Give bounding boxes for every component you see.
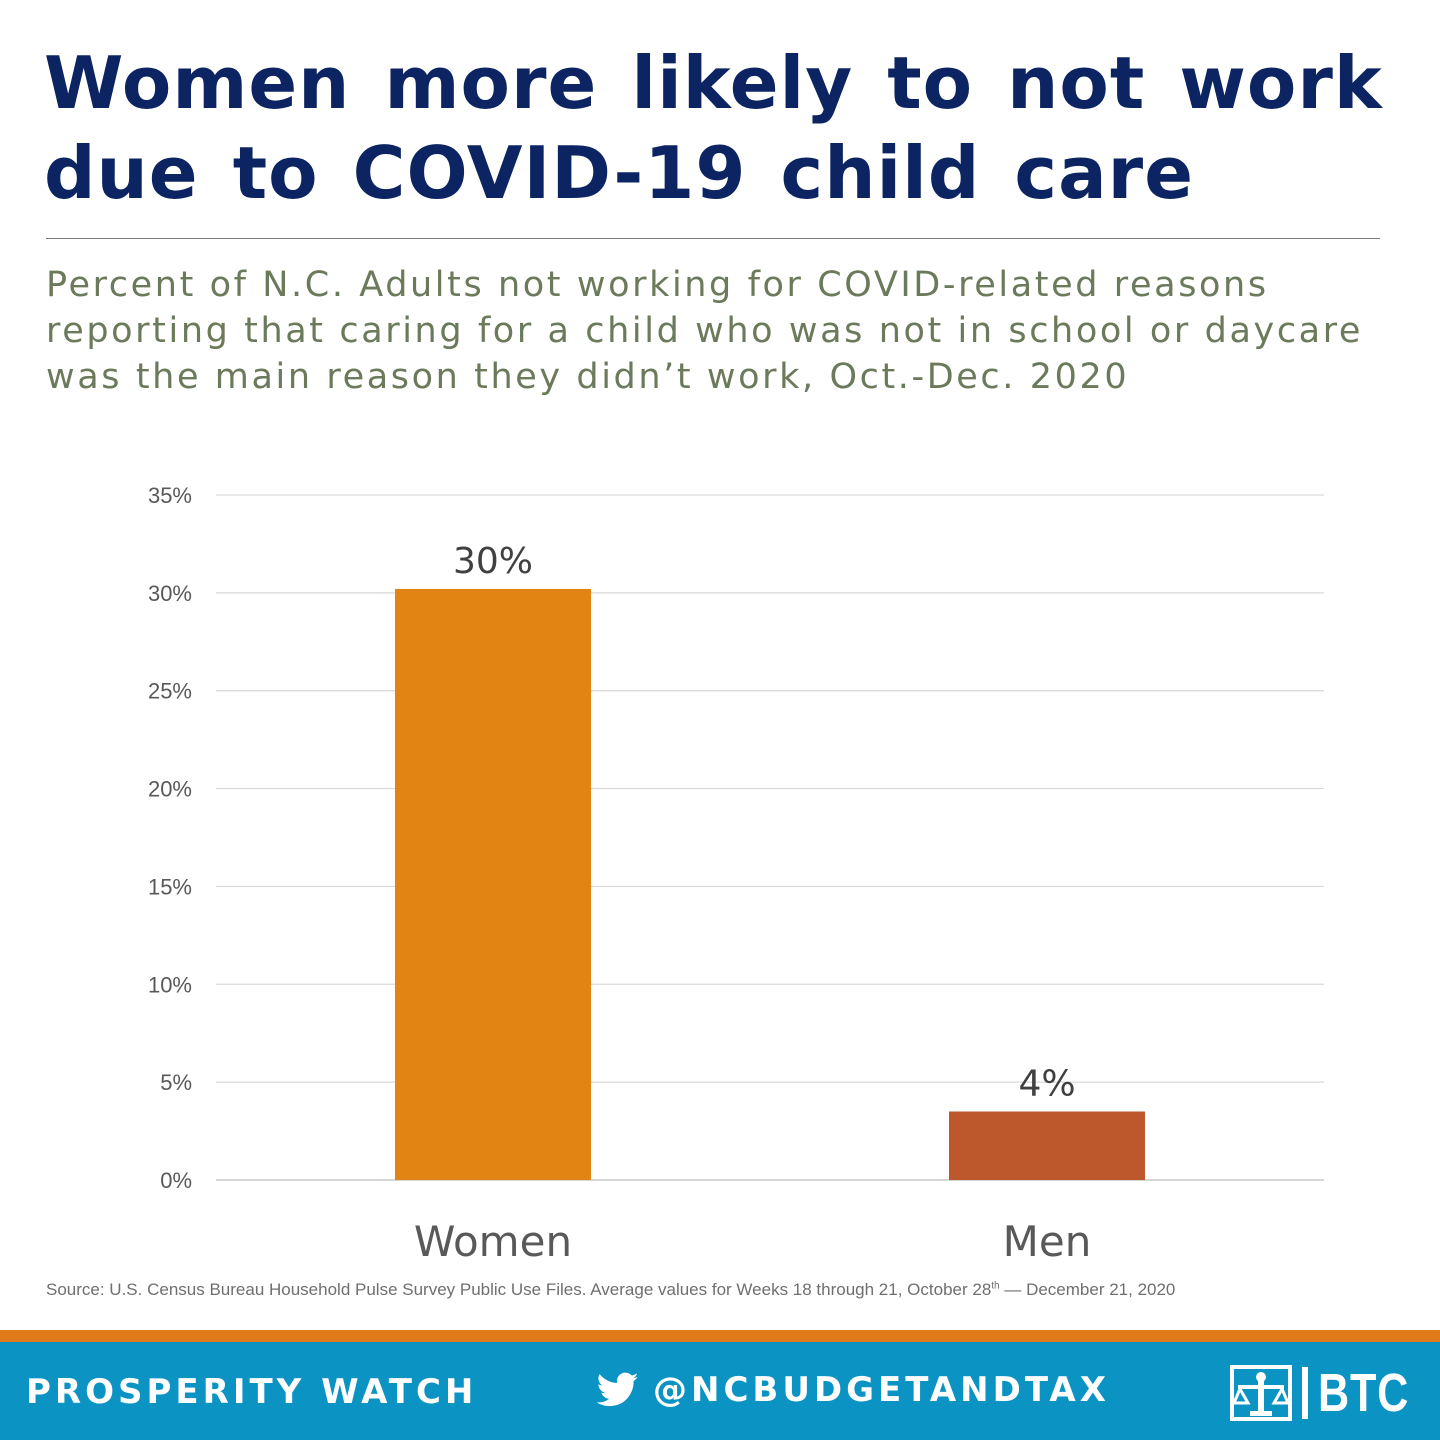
gridlines: [216, 494, 1324, 1181]
bars: [395, 588, 1145, 1180]
y-tick-label: 10%: [148, 972, 192, 997]
y-tick-label: 0%: [160, 1168, 192, 1193]
y-axis-tick-labels: 0% 5% 10% 15% 20% 25% 30% 35%: [148, 483, 192, 1193]
chart-title: Women more likely to not work due to COV…: [44, 41, 1383, 215]
source-superscript: th: [991, 1280, 1000, 1292]
source-note: Source: U.S. Census Bureau Household Pul…: [46, 1280, 1416, 1300]
logo-text: BTC: [1318, 1363, 1410, 1423]
footer-accent-stripe: [0, 1330, 1440, 1342]
y-tick-label: 20%: [148, 777, 192, 802]
bar-chart: 0% 5% 10% 15% 20% 25% 30% 35% 30% 4% Women Men: [148, 483, 1324, 1266]
y-tick-label: 5%: [160, 1070, 192, 1095]
bar-men: [949, 1111, 1145, 1180]
scales-of-justice-icon: [1230, 1365, 1292, 1421]
x-axis-category-labels: Women Men: [414, 1217, 1091, 1266]
y-tick-label: 15%: [148, 874, 192, 899]
data-label: 4%: [1018, 1064, 1075, 1105]
twitter-handle[interactable]: @NCBUDGETANDTAX: [597, 1370, 1110, 1410]
twitter-handle-text: @NCBUDGETANDTAX: [653, 1370, 1110, 1410]
btc-logo: BTC: [1230, 1362, 1432, 1424]
data-label: 30%: [453, 541, 533, 582]
y-tick-label: 35%: [148, 483, 192, 508]
y-tick-label: 30%: [148, 581, 192, 606]
data-labels: 30% 4%: [453, 541, 1076, 1105]
x-category-label: Men: [1003, 1217, 1092, 1266]
y-tick-label: 25%: [148, 679, 192, 704]
bar-women: [395, 588, 591, 1180]
footer-bar: PROSPERITY WATCH @NCBUDGETANDTAX BTC: [0, 1342, 1440, 1440]
x-category-label: Women: [414, 1217, 572, 1266]
logo-separator: [1302, 1367, 1308, 1419]
brand-name: PROSPERITY WATCH: [26, 1372, 478, 1412]
source-text-end: — December 21, 2020: [999, 1280, 1176, 1299]
twitter-bird-icon: [597, 1372, 639, 1407]
title-divider: [46, 238, 1380, 239]
chart-subtitle: Percent of N.C. Adults not working for C…: [46, 265, 1364, 397]
source-text: Source: U.S. Census Bureau Household Pul…: [46, 1280, 992, 1299]
